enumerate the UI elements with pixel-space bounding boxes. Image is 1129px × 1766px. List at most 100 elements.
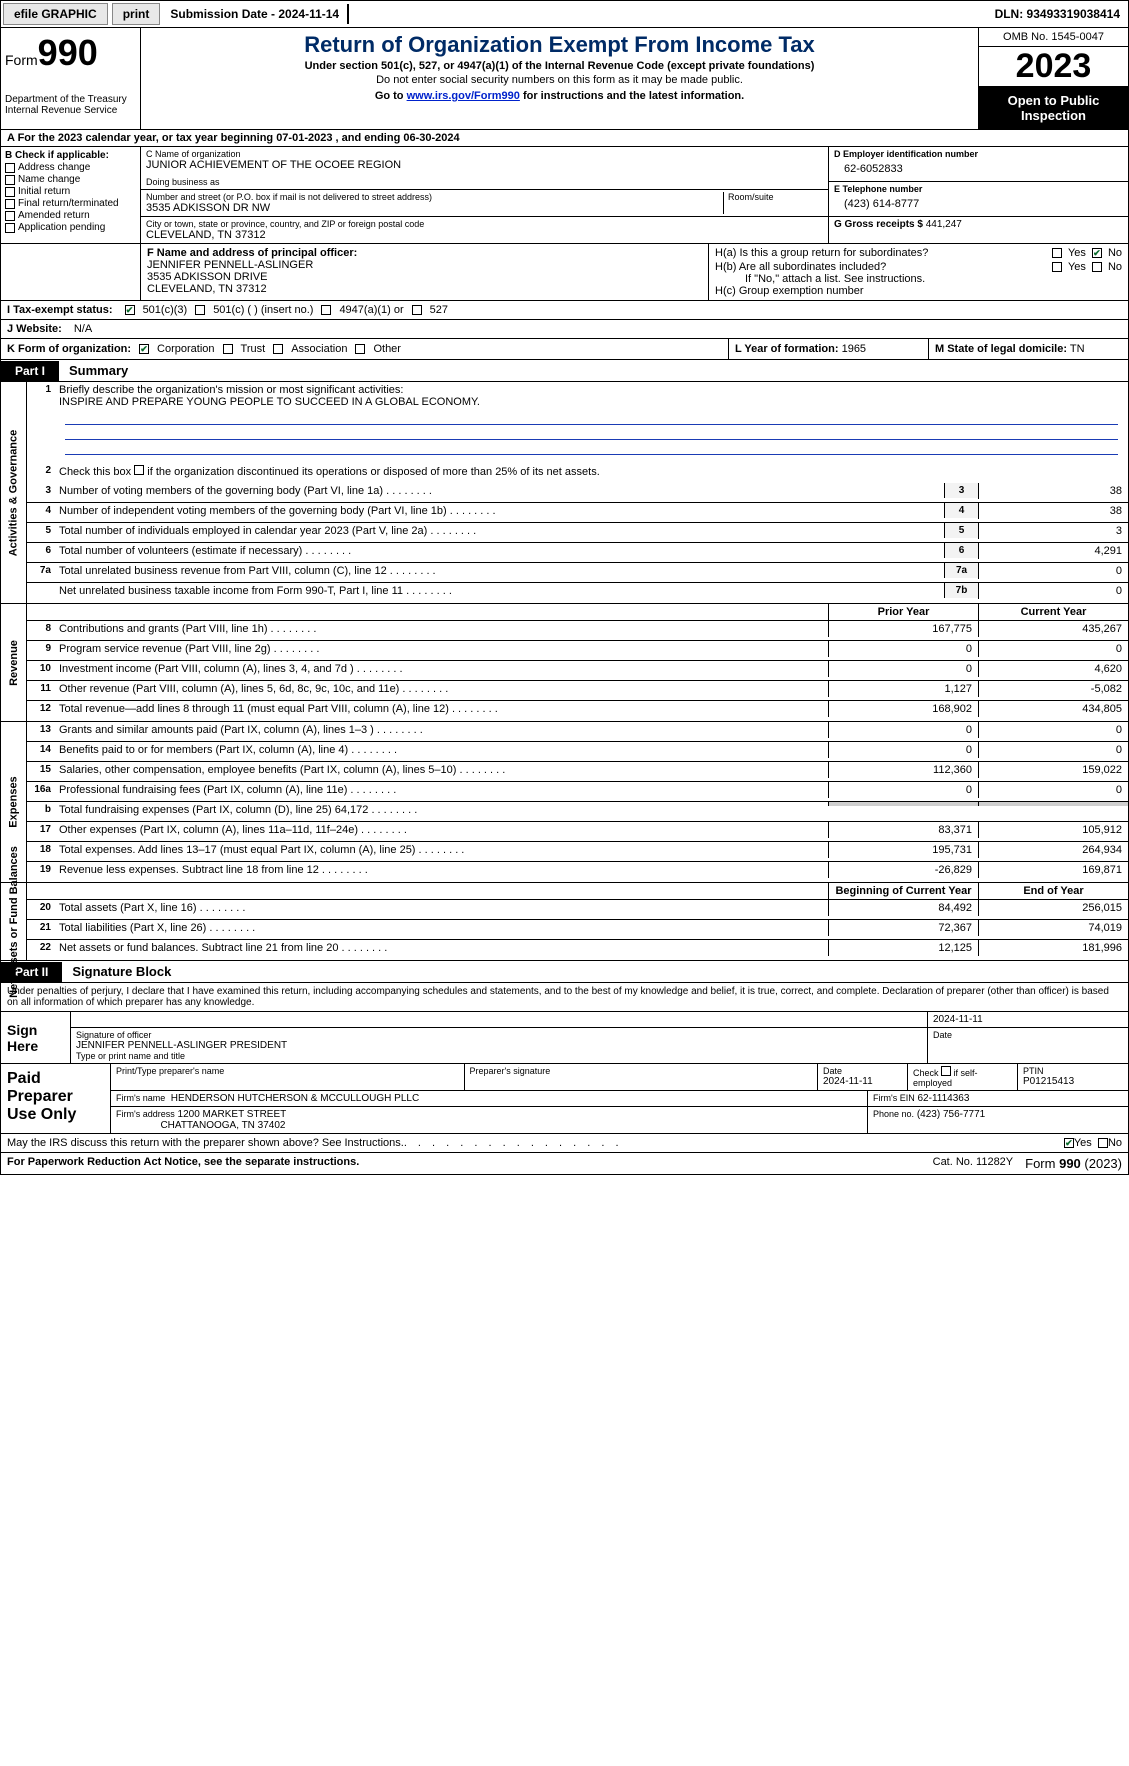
chk-other[interactable] — [355, 344, 365, 354]
ln-text: Total expenses. Add lines 13–17 (must eq… — [55, 842, 828, 858]
chk-amended[interactable] — [5, 211, 15, 221]
ln-text: Revenue less expenses. Subtract line 18 … — [55, 862, 828, 878]
box-c: C Name of organization JUNIOR ACHIEVEMEN… — [141, 147, 828, 243]
chk-corp[interactable] — [139, 344, 149, 354]
discuss-text: May the IRS discuss this return with the… — [7, 1137, 404, 1149]
form-header: Form990 Department of the Treasury Inter… — [0, 28, 1129, 130]
sign-here-lbl: Sign Here — [1, 1012, 71, 1063]
sum-row: 21 Total liabilities (Part X, line 26) 7… — [27, 920, 1128, 940]
l-lbl: L Year of formation: — [735, 343, 839, 355]
ln-curr: 0 — [978, 782, 1128, 798]
chk-501c[interactable] — [195, 305, 205, 315]
prep-ptin-lbl: PTIN — [1023, 1066, 1123, 1076]
ln-num: 22 — [27, 940, 55, 955]
ein-lbl: D Employer identification number — [834, 149, 1123, 159]
ln-text: Number of independent voting members of … — [55, 503, 944, 519]
ln-curr: 435,267 — [978, 621, 1128, 637]
ln-num: 4 — [27, 503, 55, 518]
ln-curr: 169,871 — [978, 862, 1128, 878]
chk-527[interactable] — [412, 305, 422, 315]
officer-name: JENNIFER PENNELL-ASLINGER — [147, 259, 702, 271]
irs-link[interactable]: www.irs.gov/Form990 — [407, 90, 520, 102]
chk-initial-return[interactable] — [5, 187, 15, 197]
header-sub3: Go to www.irs.gov/Form990 for instructio… — [147, 90, 972, 102]
chk-4947[interactable] — [321, 305, 331, 315]
chk-name-change[interactable] — [5, 175, 15, 185]
ln-box: 3 — [944, 483, 978, 498]
officer-addr: 3535 ADKISSON DRIVE — [147, 271, 702, 283]
l-val: 1965 — [842, 343, 866, 355]
ln-num: 14 — [27, 742, 55, 757]
chk-discuss-yes[interactable] — [1064, 1138, 1074, 1148]
chk-address-change[interactable] — [5, 163, 15, 173]
hdr-begin-year: Beginning of Current Year — [828, 883, 978, 899]
chk-501c3[interactable] — [125, 305, 135, 315]
chk-final-return[interactable] — [5, 199, 15, 209]
chk-ha-no[interactable] — [1092, 248, 1102, 258]
goto-pre: Go to — [375, 90, 407, 102]
ln-prior: 0 — [828, 742, 978, 758]
ln-box: 5 — [944, 523, 978, 538]
chk-discuss-no[interactable] — [1098, 1138, 1108, 1148]
sum-row: 19 Revenue less expenses. Subtract line … — [27, 862, 1128, 882]
sum-row: 12 Total revenue—add lines 8 through 11 … — [27, 701, 1128, 721]
ln-val: 0 — [978, 563, 1128, 579]
row-i: I Tax-exempt status: 501(c)(3) 501(c) ( … — [0, 301, 1129, 320]
sum-row: 17 Other expenses (Part IX, column (A), … — [27, 822, 1128, 842]
hdr-prior-year: Prior Year — [828, 604, 978, 620]
ln-text: Other expenses (Part IX, column (A), lin… — [55, 822, 828, 838]
ln-num: 20 — [27, 900, 55, 915]
open-public: Open to Public Inspection — [979, 87, 1128, 129]
lbl-final-return: Final return/terminated — [18, 198, 119, 209]
m-val: TN — [1070, 343, 1085, 355]
sum-row: 14 Benefits paid to or for members (Part… — [27, 742, 1128, 762]
header-left: Form990 Department of the Treasury Inter… — [1, 28, 141, 129]
sum-row: 16a Professional fundraising fees (Part … — [27, 782, 1128, 802]
addr-lbl: Number and street (or P.O. box if mail i… — [146, 192, 723, 202]
ln-num: 16a — [27, 782, 55, 797]
ln-text: Other revenue (Part VIII, column (A), li… — [55, 681, 828, 697]
chk-app-pending[interactable] — [5, 223, 15, 233]
chk-hb-no[interactable] — [1092, 262, 1102, 272]
vlabel-rev: Revenue — [1, 604, 27, 721]
part1-header: Part I Summary — [0, 360, 1129, 382]
hc-lbl: H(c) Group exemption number — [715, 285, 1122, 297]
paperwork-notice: For Paperwork Reduction Act Notice, see … — [1, 1153, 927, 1174]
ln-num: 12 — [27, 701, 55, 716]
chk-self-employed[interactable] — [941, 1066, 951, 1076]
city-lbl: City or town, state or province, country… — [146, 219, 823, 229]
sum-row: b Total fundraising expenses (Part IX, c… — [27, 802, 1128, 822]
section-fh: F Name and address of principal officer:… — [0, 244, 1129, 301]
ln-curr: 0 — [978, 722, 1128, 738]
ln-prior: 83,371 — [828, 822, 978, 838]
opt-corp: Corporation — [157, 343, 214, 355]
city-val: CLEVELAND, TN 37312 — [146, 229, 823, 241]
chk-discontinued[interactable] — [134, 465, 144, 475]
form-word: Form — [5, 52, 38, 68]
phone-val: (423) 614-8777 — [834, 194, 1123, 214]
ln-num — [27, 583, 55, 587]
box-b-title: B Check if applicable: — [5, 150, 136, 161]
print-button[interactable]: print — [112, 3, 161, 25]
section-expenses: Expenses 13 Grants and similar amounts p… — [0, 722, 1129, 883]
chk-trust[interactable] — [223, 344, 233, 354]
ln-prior: 167,775 — [828, 621, 978, 637]
firm-lbl: Firm's name — [116, 1093, 165, 1103]
chk-ha-yes[interactable] — [1052, 248, 1062, 258]
ln-prior: 0 — [828, 641, 978, 657]
lbl-app-pending: Application pending — [18, 222, 105, 233]
box-b: B Check if applicable: Address change Na… — [1, 147, 141, 243]
prep-h1: Print/Type preparer's name — [116, 1066, 459, 1076]
sum-row: 22 Net assets or fund balances. Subtract… — [27, 940, 1128, 960]
j-lbl: J Website: — [1, 320, 68, 338]
chk-hb-yes[interactable] — [1052, 262, 1062, 272]
ln-prior: 112,360 — [828, 762, 978, 778]
ln-text: Total number of individuals employed in … — [55, 523, 944, 539]
hdr-end-year: End of Year — [978, 883, 1128, 899]
submission-date: Submission Date - 2024-11-14 — [162, 4, 349, 24]
ln-text: Benefits paid to or for members (Part IX… — [55, 742, 828, 758]
ln-num: 21 — [27, 920, 55, 935]
sig-intro: Under penalties of perjury, I declare th… — [0, 983, 1129, 1012]
chk-assoc[interactable] — [273, 344, 283, 354]
part1-title: Summary — [59, 360, 138, 381]
